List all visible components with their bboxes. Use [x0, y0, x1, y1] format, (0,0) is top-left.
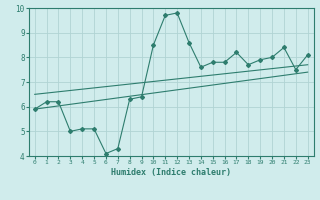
- X-axis label: Humidex (Indice chaleur): Humidex (Indice chaleur): [111, 168, 231, 177]
